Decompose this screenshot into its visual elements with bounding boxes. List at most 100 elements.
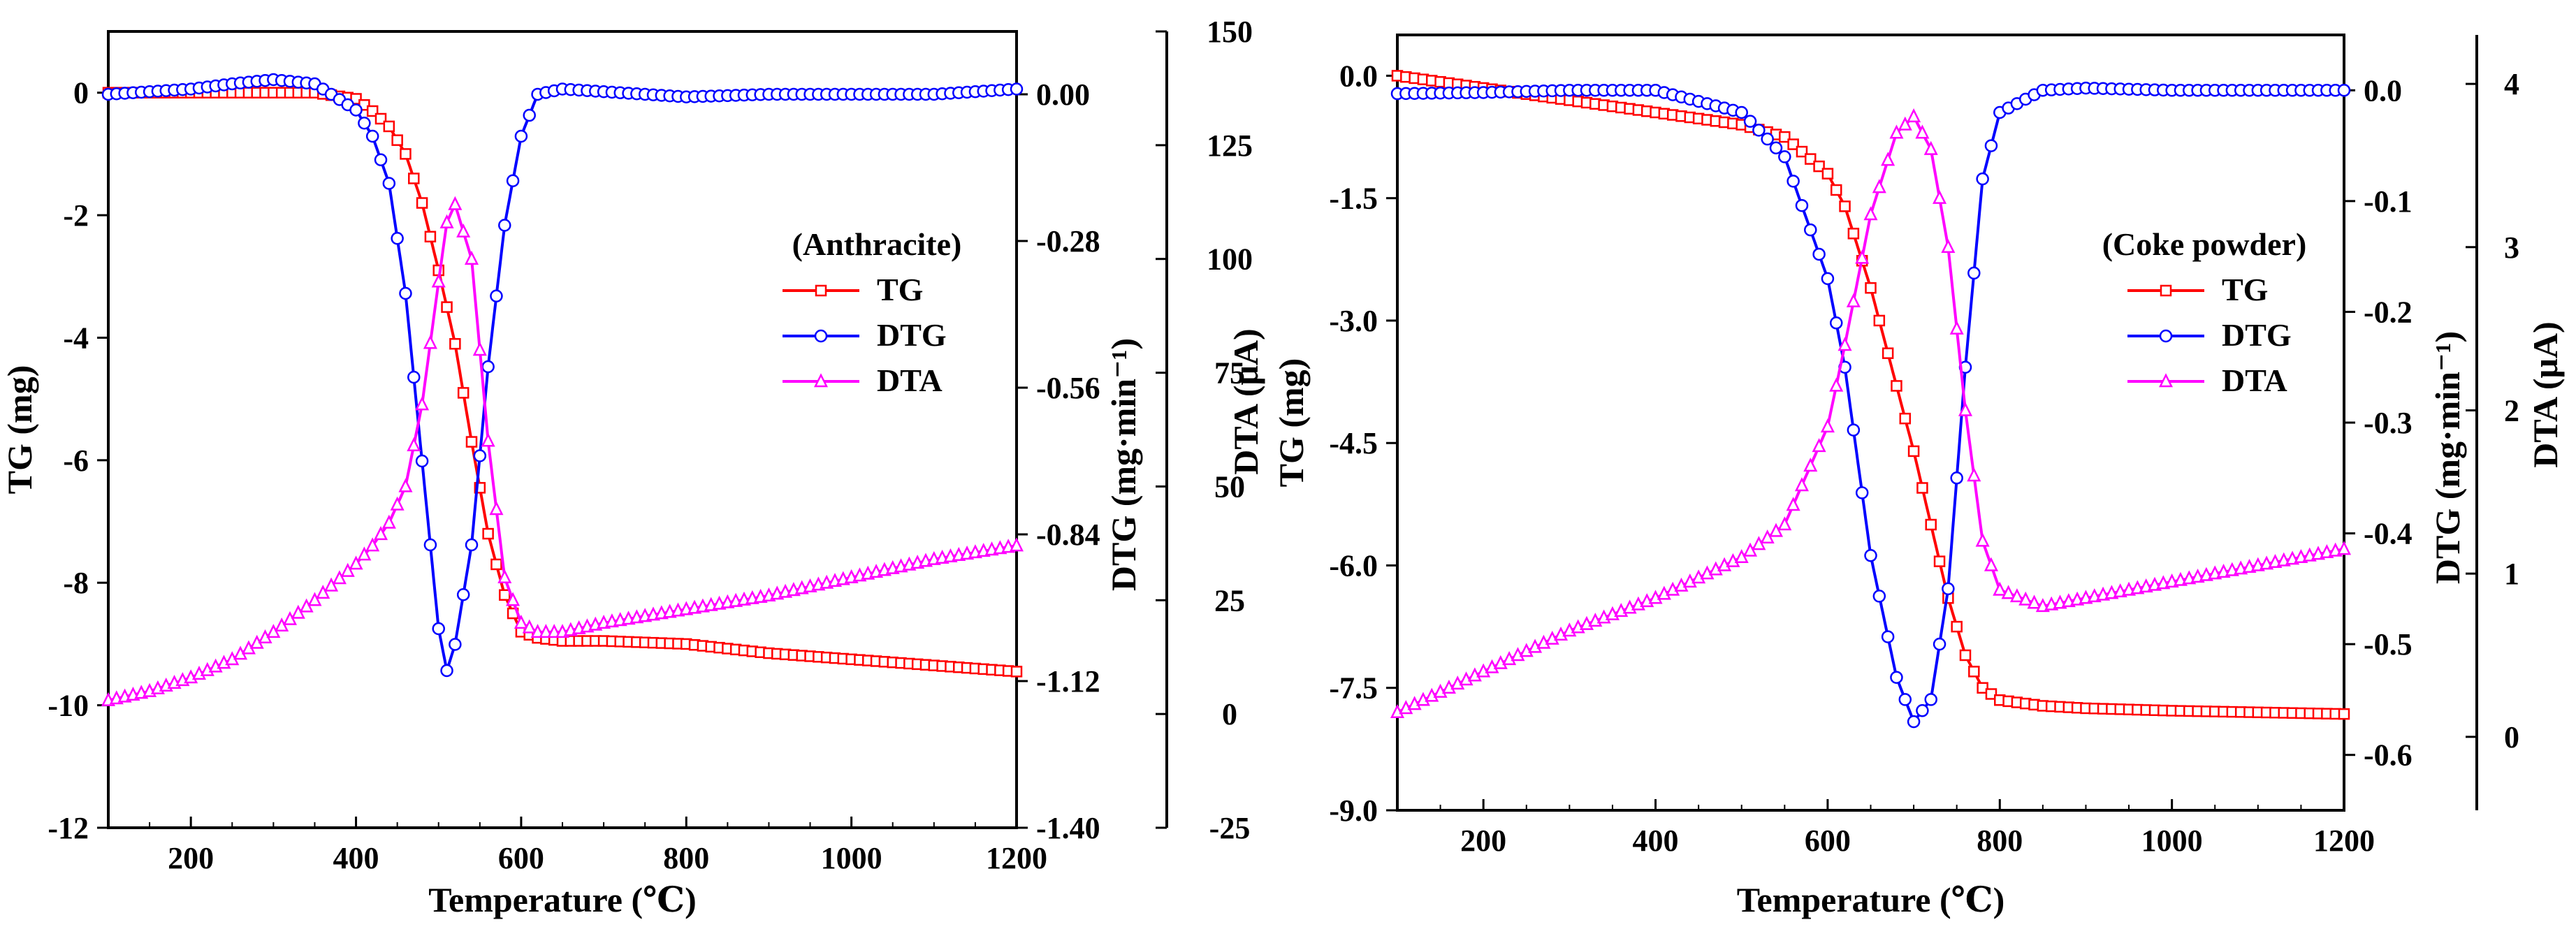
y-tick-label: -6 [63, 444, 89, 478]
y3-tick-label: 3 [2504, 231, 2519, 265]
data-point-dtg [374, 153, 388, 166]
data-point-dta [1777, 516, 1792, 531]
data-point-tg [1933, 555, 1946, 567]
series-dta [101, 196, 1024, 706]
data-point-dtg [465, 538, 479, 552]
y3-tick-label: 2 [2504, 393, 2519, 428]
data-point-dta [1958, 402, 1973, 416]
data-point-dta [431, 273, 446, 288]
data-point-dtg [1804, 223, 1817, 237]
data-point-tg [374, 112, 387, 125]
data-point-dtg [365, 129, 379, 143]
series-dtg [101, 73, 1024, 678]
legend-label-tg: TG [877, 272, 923, 307]
data-point-tg [1779, 131, 1791, 143]
x-tick-label: 800 [663, 841, 709, 875]
data-point-tg [1899, 412, 1912, 425]
data-point-tg [1787, 138, 1799, 150]
data-point-dtg [1907, 715, 1921, 729]
data-point-tg [1010, 666, 1023, 678]
data-point-dtg [423, 538, 437, 552]
data-point-tg [424, 231, 437, 243]
data-point-dtg [1933, 637, 1946, 651]
data-point-dta [506, 592, 521, 606]
x-tick-label: 1000 [2141, 824, 2203, 858]
data-point-tg [499, 589, 511, 601]
data-point-dtg [1821, 272, 1835, 286]
y3-tick-label: 50 [1214, 469, 1245, 504]
data-point-tg [1925, 518, 1937, 531]
data-point-dta [407, 437, 421, 452]
y-tick-label: -4 [63, 321, 89, 355]
data-point-dtg [523, 108, 536, 122]
data-point-dtg [1769, 141, 1783, 154]
data-point-dta [349, 555, 363, 570]
data-point-dta [1949, 320, 1964, 335]
x-tick-label: 800 [1977, 824, 2023, 858]
legend-marker-tg [2160, 284, 2172, 297]
y3-tick-label: 75 [1214, 356, 1245, 390]
x-axis-title: Temperature (℃) [428, 880, 696, 919]
data-point-tg [1796, 145, 1808, 158]
data-point-dtg [1752, 124, 1766, 137]
data-point-dta [340, 562, 355, 577]
y3-tick-label: 100 [1207, 242, 1253, 277]
y-tick-label: -4.5 [1329, 426, 1378, 460]
data-point-dta [1889, 124, 1904, 139]
data-point-tg [2338, 708, 2350, 720]
data-point-dta [1768, 522, 1784, 537]
data-point-dtg [1847, 423, 1861, 437]
y3-tick-label: 0 [2504, 720, 2519, 754]
series-dtg [1390, 81, 2351, 729]
data-point-dta [1812, 438, 1826, 453]
x-tick-label: 200 [1460, 824, 1506, 858]
y-axis-title: TG (mg) [1272, 358, 1311, 488]
data-point-tg [449, 337, 461, 350]
data-point-tg [1968, 666, 1980, 678]
data-point-dtg [358, 117, 371, 130]
data-point-dta [307, 592, 322, 606]
data-point-dta [373, 526, 388, 541]
y3-tick-label: 0 [1222, 697, 1237, 731]
data-point-dta [1829, 377, 1844, 392]
legend-label-dtg: DTG [877, 317, 947, 353]
data-point-dtg [1976, 172, 1989, 186]
data-point-dta [448, 196, 463, 210]
data-point-dtg [1898, 693, 1912, 706]
data-point-tg [366, 105, 379, 117]
data-point-tg [408, 173, 420, 184]
data-point-dta [1915, 124, 1930, 139]
data-point-tg [441, 301, 453, 313]
data-point-dtg [399, 286, 412, 300]
data-point-tg [1873, 314, 1886, 327]
data-point-dta [1898, 116, 1912, 131]
data-point-dtg [1743, 115, 1757, 128]
data-point-dtg [449, 638, 462, 651]
data-point-dtg [506, 174, 520, 187]
data-point-tg [416, 197, 428, 209]
y3-axis-title: DTA (μA) [2526, 321, 2565, 467]
data-point-dta [1872, 179, 1886, 193]
data-point-dtg [473, 449, 487, 462]
data-point-dtg [498, 219, 511, 232]
series-dta [1390, 108, 2352, 719]
chart-title: (Coke powder) [2102, 226, 2307, 262]
data-point-dtg [1890, 671, 1903, 684]
legend-marker-dta [2158, 373, 2174, 388]
data-point-dta [439, 214, 454, 228]
legend-marker-dta [813, 373, 829, 388]
data-point-dta [1846, 293, 1861, 307]
data-point-dta [464, 250, 479, 265]
data-point-dta [1863, 206, 1878, 221]
series-tg [102, 87, 1023, 678]
data-point-tg [1882, 347, 1894, 359]
legend: (Anthracite) TG DTG DTA [783, 226, 961, 398]
data-point-tg [1805, 153, 1817, 165]
data-point-dtg [1864, 549, 1877, 562]
data-point-dtg [1761, 132, 1774, 146]
y3-tick-label: 150 [1207, 15, 1253, 49]
data-point-dta [456, 223, 471, 238]
data-point-dtg [1010, 82, 1024, 96]
y3-tick-label: 1 [2504, 557, 2519, 591]
